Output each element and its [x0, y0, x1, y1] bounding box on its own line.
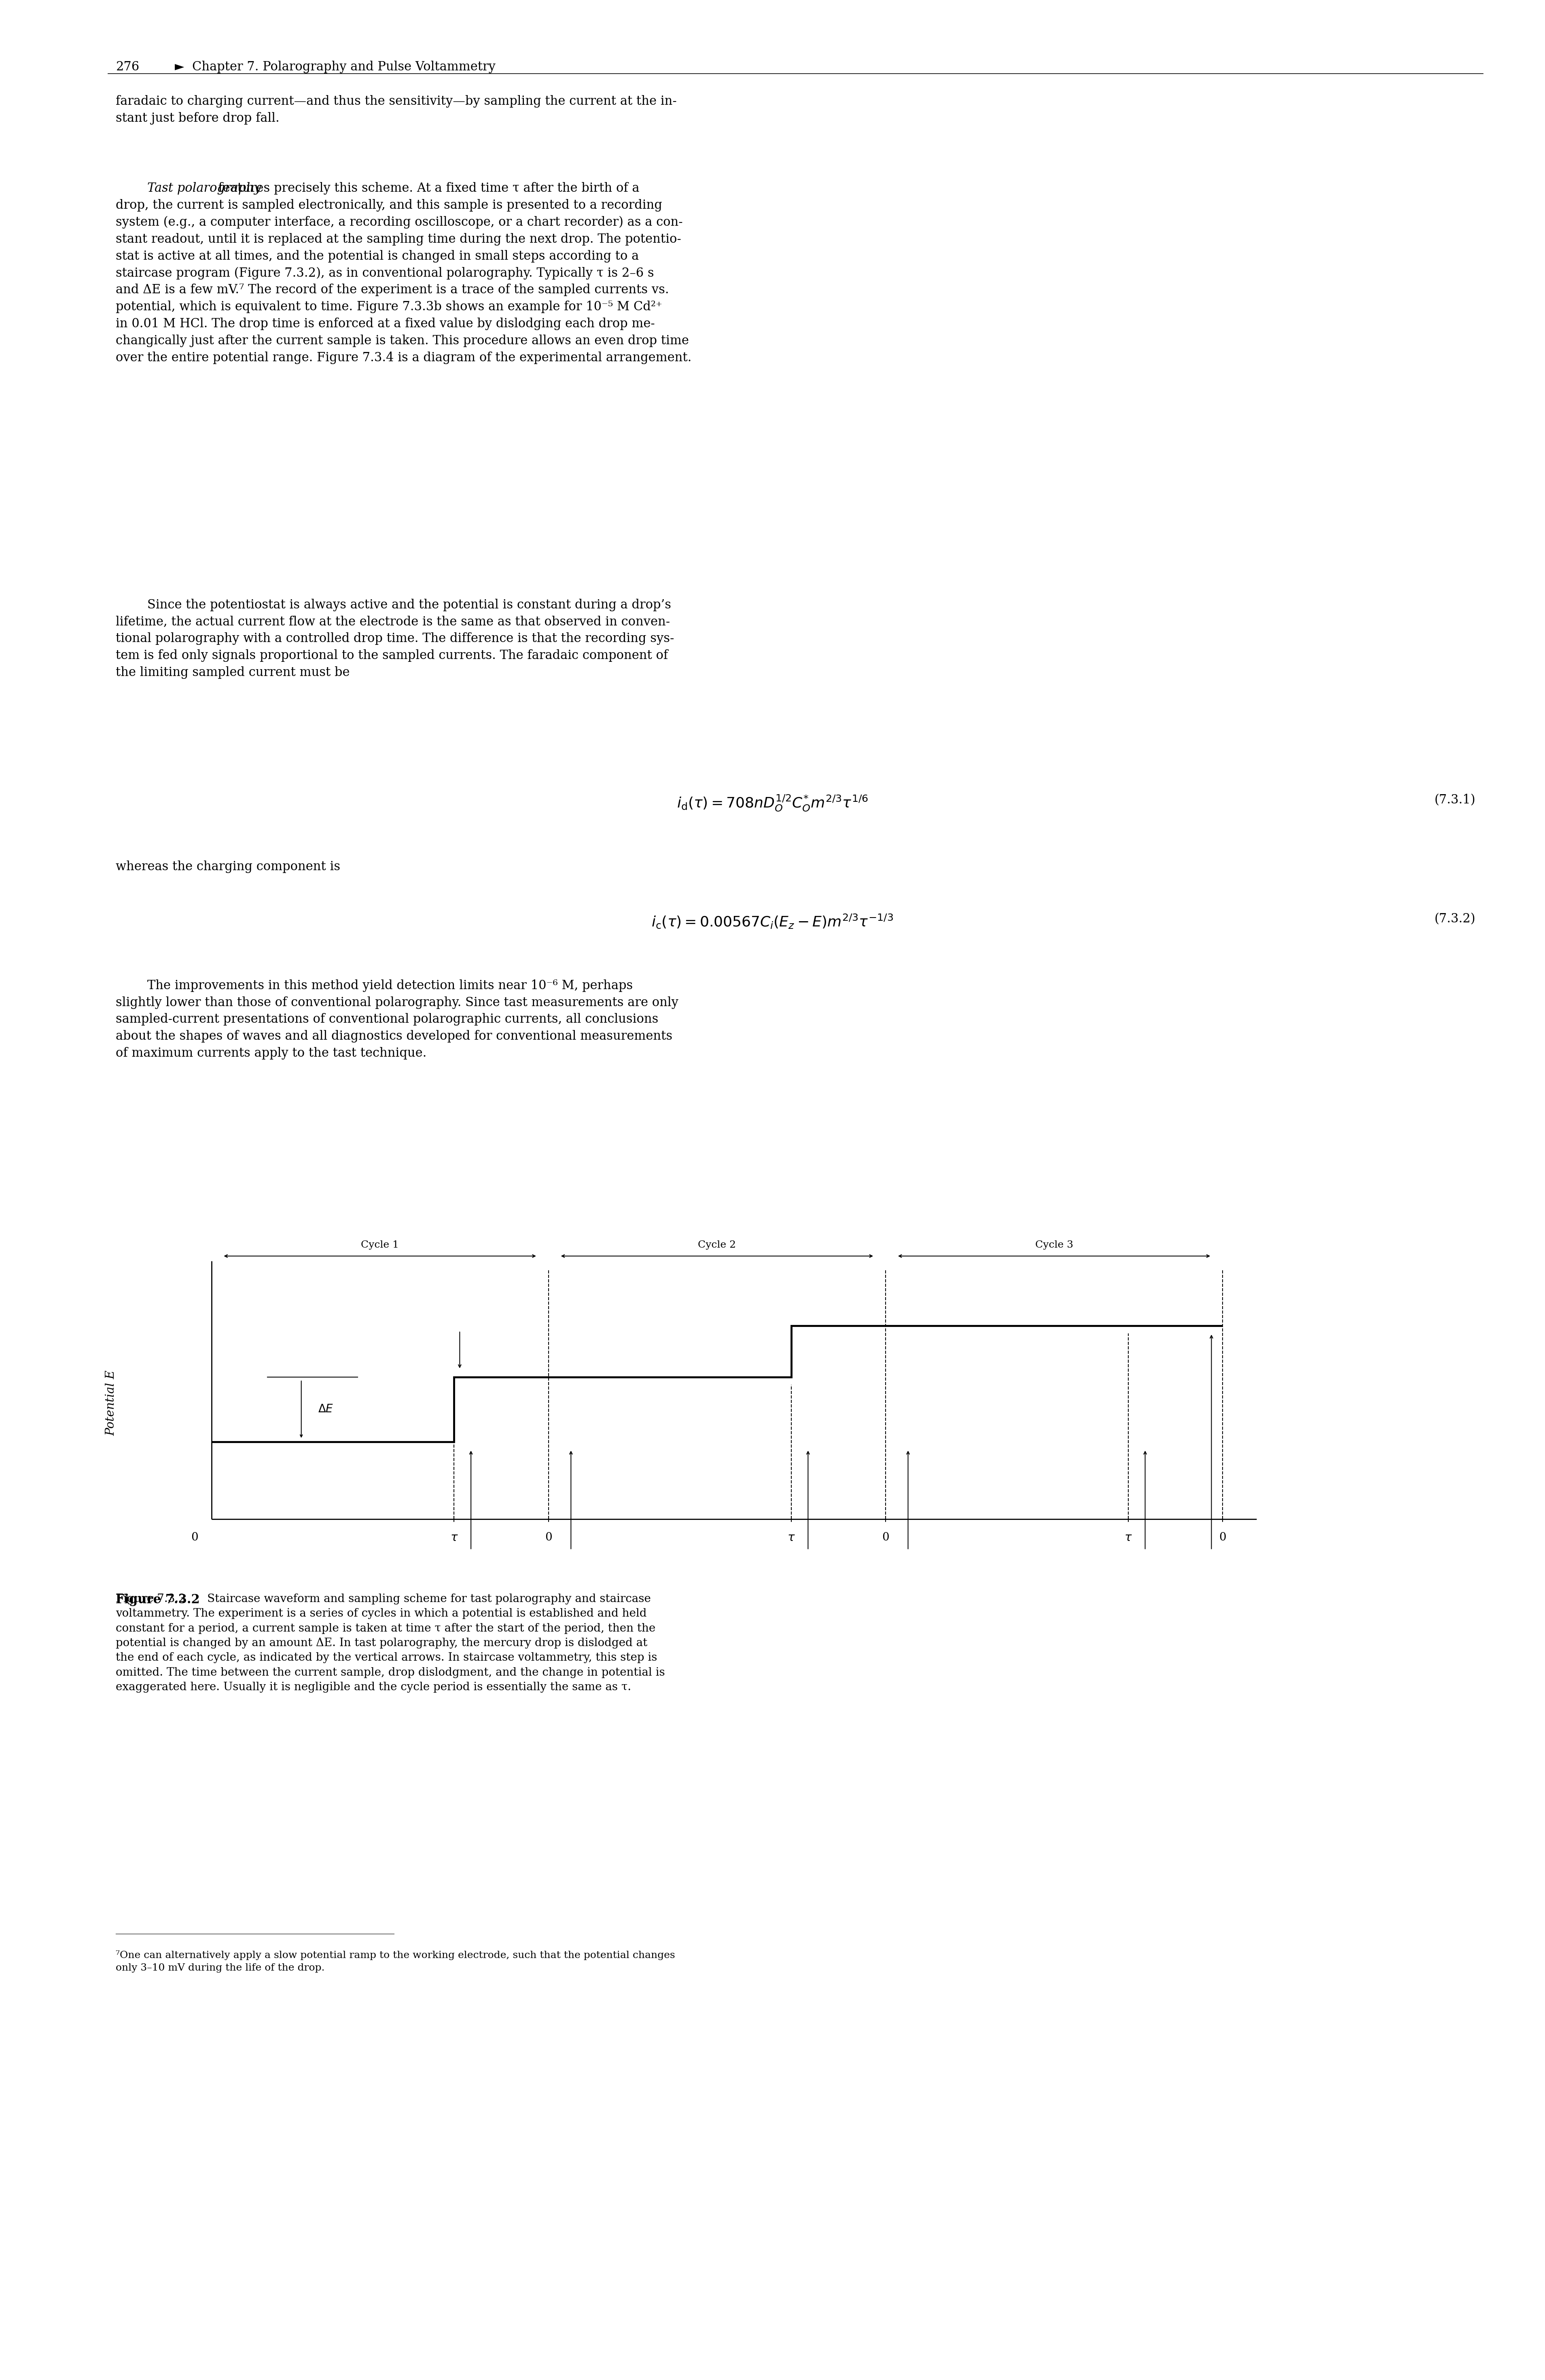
Text: ⁷One can alternatively apply a slow potential ramp to the working electrode, suc: ⁷One can alternatively apply a slow pote…	[116, 1952, 675, 1973]
Text: $\tau$: $\tau$	[1125, 1533, 1132, 1542]
Text: $\tau$: $\tau$	[450, 1533, 457, 1542]
Text: 0: 0	[882, 1533, 890, 1542]
Text: Since the potentiostat is always active and the potential is constant during a d: Since the potentiostat is always active …	[116, 600, 674, 678]
Text: whereas the charging component is: whereas the charging component is	[116, 862, 340, 873]
Text: $\tau$: $\tau$	[788, 1533, 796, 1542]
Text: features precisely this scheme. At a fixed time τ after the birth of a
drop, the: features precisely this scheme. At a fix…	[116, 183, 692, 364]
Text: Figure 7.3.2: Figure 7.3.2	[116, 1595, 199, 1606]
Text: Cycle 3: Cycle 3	[1035, 1240, 1074, 1250]
Text: The improvements in this method yield detection limits near 10⁻⁶ M, perhaps
slig: The improvements in this method yield de…	[116, 981, 678, 1059]
Text: 0: 0	[1219, 1533, 1227, 1542]
Text: $i_{\rm d}(\tau) = 708nD_O^{1/2}C_O^{*}m^{2/3}\tau^{1/6}$: $i_{\rm d}(\tau) = 708nD_O^{1/2}C_O^{*}m…	[677, 795, 868, 812]
Text: (7.3.2): (7.3.2)	[1434, 914, 1475, 926]
Text: Cycle 2: Cycle 2	[698, 1240, 735, 1250]
Text: $i_{\rm c}(\tau) = 0.00567C_i(E_z - E)m^{2/3}\tau^{-1/3}$: $i_{\rm c}(\tau) = 0.00567C_i(E_z - E)m^…	[652, 914, 893, 931]
Text: ►  Chapter 7. Polarography and Pulse Voltammetry: ► Chapter 7. Polarography and Pulse Volt…	[175, 60, 496, 74]
Text: 0: 0	[545, 1533, 552, 1542]
Text: (7.3.1): (7.3.1)	[1434, 795, 1475, 807]
Text: Tast polarography: Tast polarography	[116, 183, 261, 195]
Text: faradaic to charging current—and thus the sensitivity—by sampling the current at: faradaic to charging current—and thus th…	[116, 95, 677, 124]
Text: 0: 0	[192, 1533, 198, 1542]
Text: Potential E: Potential E	[105, 1371, 116, 1435]
Text: Figure 7.3.2      Staircase waveform and sampling scheme for tast polarography a: Figure 7.3.2 Staircase waveform and samp…	[116, 1595, 664, 1692]
Text: 276: 276	[116, 60, 139, 74]
Text: $\Delta E$: $\Delta E$	[318, 1404, 334, 1416]
Text: Cycle 1: Cycle 1	[362, 1240, 399, 1250]
